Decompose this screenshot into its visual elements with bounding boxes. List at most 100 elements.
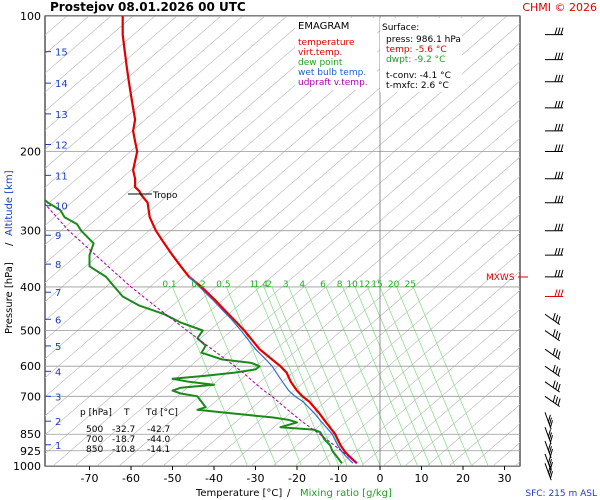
tropopause-label: Tropo bbox=[152, 191, 178, 201]
pressure-tick-label: 300 bbox=[20, 225, 41, 238]
adiabat-line bbox=[162, 156, 520, 466]
legend-item-wet-bulb: wet bulb temp. bbox=[298, 68, 366, 78]
wind-barb bbox=[545, 74, 564, 83]
adiabat-line bbox=[45, 16, 222, 169]
adiabat-line bbox=[45, 16, 266, 207]
table-row: 500 bbox=[86, 425, 103, 435]
wind-barb-flag bbox=[554, 144, 558, 152]
adiabat-line bbox=[45, 16, 442, 360]
y-axis-label-sep: / bbox=[4, 242, 15, 246]
x-axis-label-mix: Mixing ratio [g/kg] bbox=[300, 488, 392, 499]
wind-barb bbox=[544, 312, 561, 325]
pressure-tick-label: 200 bbox=[20, 145, 41, 158]
table-row: -10.8 bbox=[112, 445, 136, 455]
pressure-tick-label: 100 bbox=[20, 10, 41, 23]
table-header-td: Td [°C] bbox=[145, 408, 178, 418]
wind-barb-flag bbox=[560, 248, 564, 256]
wind-barb bbox=[544, 440, 553, 459]
adiabat-line bbox=[45, 16, 420, 341]
wind-barb bbox=[544, 412, 553, 430]
adiabat-line bbox=[45, 16, 398, 322]
wind-barb-flag bbox=[549, 435, 553, 443]
altitude-tick-label: 15 bbox=[55, 48, 68, 59]
wind-barb-flag bbox=[554, 223, 558, 231]
wind-barb bbox=[545, 123, 564, 132]
mixing-ratio-label: 0.2 bbox=[191, 280, 205, 290]
altitude-tick-label: 3 bbox=[55, 392, 61, 403]
wind-barb-flag bbox=[557, 27, 561, 35]
pressure-tick-label: 400 bbox=[20, 281, 41, 294]
wind-barb-flag bbox=[560, 74, 564, 82]
wind-barb-flag bbox=[554, 248, 558, 256]
series-dew-point bbox=[45, 198, 343, 464]
wind-barb-flag bbox=[557, 52, 561, 60]
wind-barb bbox=[545, 289, 564, 297]
adiabat-line bbox=[206, 194, 520, 466]
wind-barb-shaft bbox=[544, 427, 552, 445]
wind-barb bbox=[544, 453, 553, 471]
sfc-label: SFC: 215 m ASL bbox=[525, 489, 597, 499]
table-row: -14.1 bbox=[147, 445, 170, 455]
wind-barb bbox=[544, 394, 561, 408]
wind-barb-flag bbox=[554, 27, 558, 35]
wind-barb-flag bbox=[547, 456, 551, 464]
legend-title: EMAGRAM bbox=[298, 21, 349, 32]
mixing-ratio-label: 8 bbox=[337, 280, 343, 290]
pressure-tick-label: 700 bbox=[20, 390, 41, 403]
altitude-tick-label: 4 bbox=[55, 367, 61, 378]
mixing-ratio-label: 3 bbox=[283, 280, 289, 290]
wind-barb-flag bbox=[554, 52, 558, 60]
temp-tick-label: -30 bbox=[247, 472, 265, 485]
y-axis-label-altitude: Altitude [km] bbox=[4, 170, 15, 236]
mixing-ratio-label: 2 bbox=[266, 280, 272, 290]
altitude-tick-label: 11 bbox=[55, 171, 68, 182]
wind-barb-flag bbox=[557, 368, 561, 376]
wind-barb-flag bbox=[560, 123, 564, 132]
adiabat-line bbox=[45, 16, 178, 131]
surface-dewpoint: dwpt: -9.2 °C bbox=[386, 55, 445, 65]
mixing-ratio-line bbox=[263, 286, 340, 466]
wind-barb-flag bbox=[557, 144, 561, 152]
altitude-tick-label: 12 bbox=[55, 141, 68, 152]
legend-item-virt-temp: virt.temp. bbox=[298, 48, 342, 58]
altitude-tick-label: 14 bbox=[55, 79, 68, 90]
series-temperature bbox=[121, 16, 358, 465]
wind-barb-flag bbox=[560, 100, 564, 108]
wind-barb-flag bbox=[554, 269, 558, 278]
adiabat-line bbox=[45, 16, 156, 112]
adiabat-line bbox=[184, 175, 520, 466]
wind-barb-flag bbox=[557, 332, 561, 340]
wind-barb-flag bbox=[557, 269, 561, 278]
wind-barb-flag bbox=[554, 289, 558, 297]
wind-barb-shaft bbox=[544, 313, 561, 325]
altitude-tick-label: 5 bbox=[55, 342, 61, 353]
adiabat-line bbox=[294, 270, 520, 466]
wind-barb bbox=[545, 100, 564, 109]
temp-tick-label: 20 bbox=[456, 472, 470, 485]
surface-tconv: t-conv: -4.1 °C bbox=[386, 71, 451, 81]
wind-barb bbox=[545, 27, 564, 36]
mixing-ratio-line bbox=[325, 286, 402, 466]
altitude-tick-label: 7 bbox=[55, 288, 61, 299]
wind-barb-flag bbox=[560, 269, 564, 278]
y-axis-label-pressure: Pressure [hPa] bbox=[4, 262, 15, 334]
legend-item-updraft: udpraft v.temp. bbox=[298, 78, 368, 88]
altitude-tick-label: 9 bbox=[55, 231, 61, 242]
mixing-ratio-line bbox=[396, 286, 472, 466]
adiabat-line bbox=[52, 61, 520, 466]
table-row: 850 bbox=[86, 445, 103, 455]
wind-barb-flag bbox=[554, 171, 558, 179]
wind-barb-flag bbox=[555, 366, 559, 374]
adiabat-line bbox=[45, 16, 332, 264]
wind-barb-shaft bbox=[544, 412, 552, 430]
wind-barb-flag bbox=[548, 417, 552, 425]
wind-barb-flag bbox=[555, 349, 559, 357]
wind-barb-flag bbox=[554, 100, 558, 108]
wind-barb-flag bbox=[549, 471, 553, 479]
temp-tick-label: 10 bbox=[415, 472, 429, 485]
wind-barb-flag bbox=[549, 420, 553, 428]
wind-barb-flag bbox=[552, 394, 556, 403]
adiabat-line bbox=[382, 347, 520, 466]
mixing-ratio-line bbox=[271, 286, 348, 466]
mixing-ratio-label: 12 bbox=[359, 280, 370, 290]
